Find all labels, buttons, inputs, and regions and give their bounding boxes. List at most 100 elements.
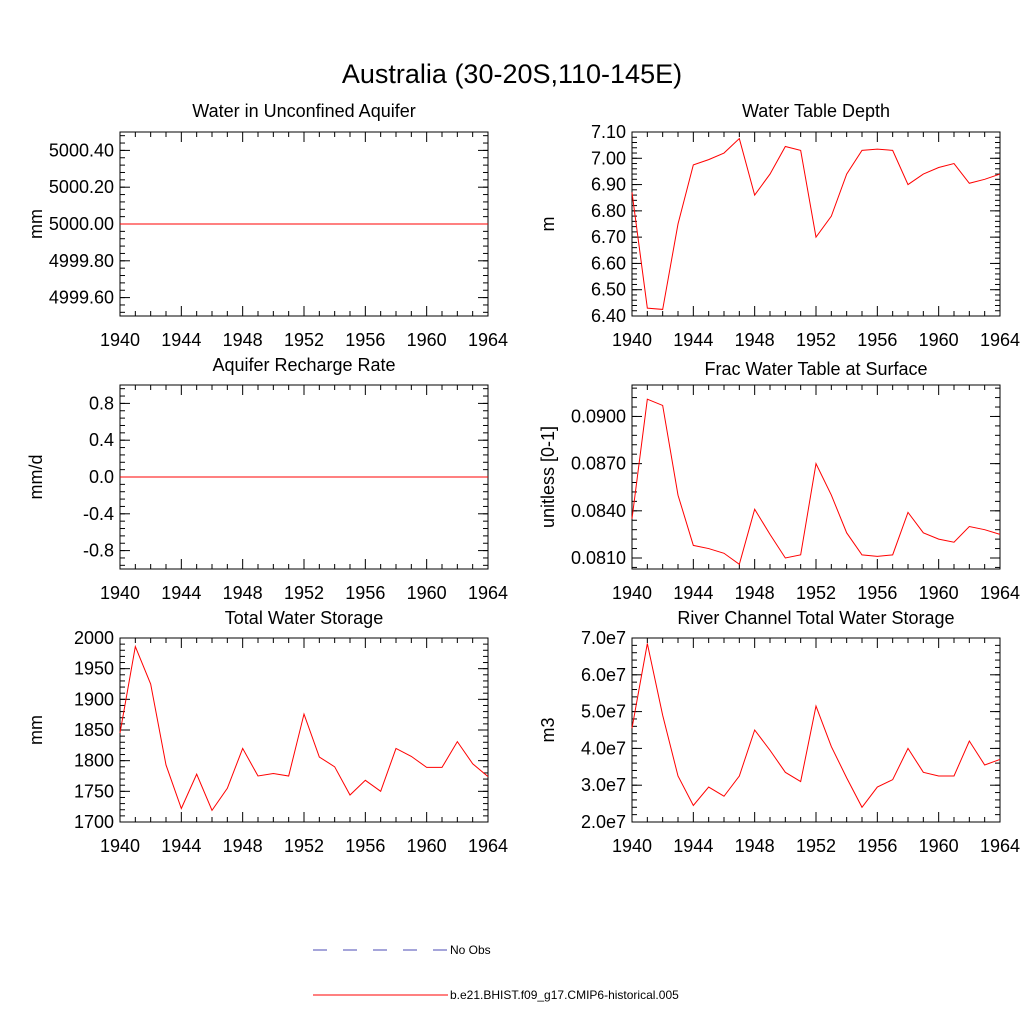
x-tick-label: 1948: [223, 330, 263, 350]
x-tick-label: 1964: [980, 330, 1020, 350]
x-tick-label: 1964: [980, 836, 1020, 856]
chart-panel: Frac Water Table at Surface 1940 1944 1948 1…: [538, 359, 1020, 603]
x-tick-label: 1956: [345, 330, 385, 350]
x-tick-label: 1960: [407, 330, 447, 350]
panel-title: River Channel Total Water Storage: [677, 608, 954, 628]
y-tick-label: 1900: [74, 689, 114, 709]
y-tick-label: 0.0900: [571, 406, 626, 426]
x-tick-label: 1960: [919, 330, 959, 350]
x-tick-label: 1948: [735, 836, 775, 856]
chart-panel: Water in Unconfined Aquifer 1940 1944 1948 1…: [26, 101, 508, 350]
x-tick-label: 1948: [223, 836, 263, 856]
y-tick-label: 1700: [74, 812, 114, 832]
chart-panel: Water Table Depth 1940 1944 1948 1952 1956 196…: [538, 101, 1020, 350]
y-tick-label: 6.60: [591, 253, 626, 273]
x-tick-label: 1964: [468, 583, 508, 603]
panel-title: Frac Water Table at Surface: [704, 359, 927, 379]
series-line: [119, 644, 489, 812]
x-tick-label: 1940: [100, 330, 140, 350]
y-tick-label: 0.4: [89, 430, 114, 450]
x-tick-label: 1944: [161, 836, 201, 856]
y-tick-label: 1800: [74, 751, 114, 771]
y-axis-label: m: [538, 217, 558, 232]
x-tick-label: 1964: [468, 330, 508, 350]
x-tick-label: 1960: [407, 836, 447, 856]
panel-title: Total Water Storage: [225, 608, 383, 628]
x-tick-label: 1944: [161, 330, 201, 350]
panel-title: Water Table Depth: [742, 101, 890, 121]
y-tick-label: 7.10: [591, 122, 626, 142]
y-tick-label: 4999.80: [49, 251, 114, 271]
y-tick-label: 2000: [74, 628, 114, 648]
x-tick-label: 1960: [919, 583, 959, 603]
x-tick-label: 1952: [796, 330, 836, 350]
x-tick-label: 1960: [919, 836, 959, 856]
x-tick-label: 1948: [735, 330, 775, 350]
x-tick-label: 1956: [345, 583, 385, 603]
y-tick-label: 0.0840: [571, 501, 626, 521]
x-tick-label: 1940: [612, 836, 652, 856]
y-tick-label: 2.0e7: [581, 812, 626, 832]
y-axis-label: unitless [0-1]: [538, 426, 558, 528]
y-tick-label: 0.0: [89, 467, 114, 487]
chart-panel: River Channel Total Water Storage 1940 194…: [538, 608, 1020, 856]
x-tick-label: 1956: [345, 836, 385, 856]
y-tick-label: 7.0e7: [581, 628, 626, 648]
panel-title: Aquifer Recharge Rate: [212, 355, 395, 375]
x-tick-label: 1940: [612, 583, 652, 603]
x-tick-label: 1952: [796, 583, 836, 603]
panels-group: Water in Unconfined Aquifer 1940 1944 1948 1…: [26, 101, 1020, 856]
series-line: [631, 643, 1001, 809]
y-axis-label: mm: [26, 209, 46, 239]
x-tick-label: 1948: [735, 583, 775, 603]
legend-label-model: b.e21.BHIST.f09_g17.CMIP6-historical.005: [450, 988, 679, 1002]
chart-panel: Total Water Storage 1940 1944 1948 1952 1956 1…: [26, 608, 508, 856]
x-tick-label: 1956: [857, 836, 897, 856]
y-tick-label: 5000.40: [49, 140, 114, 160]
y-axis-label: mm/d: [26, 455, 46, 500]
x-tick-label: 1952: [284, 836, 324, 856]
x-tick-label: 1940: [100, 583, 140, 603]
x-tick-label: 1940: [100, 836, 140, 856]
y-tick-label: 6.90: [591, 175, 626, 195]
plot-frame: [631, 131, 1001, 317]
x-tick-label: 1964: [468, 836, 508, 856]
y-tick-label: 6.0e7: [581, 665, 626, 685]
y-tick-label: 7.00: [591, 148, 626, 168]
y-tick-label: 1750: [74, 781, 114, 801]
x-tick-label: 1944: [673, 583, 713, 603]
series-line: [631, 137, 1001, 310]
y-tick-label: 5000.20: [49, 177, 114, 197]
y-tick-label: -0.4: [83, 504, 114, 524]
y-tick-label: 1950: [74, 659, 114, 679]
y-tick-label: 5.0e7: [581, 702, 626, 722]
y-tick-label: 4.0e7: [581, 738, 626, 758]
y-tick-label: 5000.00: [49, 214, 114, 234]
y-tick-label: 0.0810: [571, 548, 626, 568]
x-tick-label: 1960: [407, 583, 447, 603]
x-tick-label: 1940: [612, 330, 652, 350]
x-tick-label: 1964: [980, 583, 1020, 603]
figure-title: Australia (30-20S,110-145E): [342, 59, 682, 89]
plot-frame: [631, 384, 1001, 570]
y-tick-label: -0.8: [83, 541, 114, 561]
legend-label-no-obs: No Obs: [450, 943, 491, 957]
plot-frame: [119, 637, 489, 823]
series-line: [631, 398, 1001, 566]
y-tick-label: 4999.60: [49, 288, 114, 308]
y-tick-label: 6.50: [591, 280, 626, 300]
chart-panel: Aquifer Recharge Rate 1940 1944 1948 1952 195…: [26, 355, 508, 603]
y-tick-label: 3.0e7: [581, 775, 626, 795]
x-tick-label: 1948: [223, 583, 263, 603]
y-tick-label: 6.80: [591, 201, 626, 221]
panel-title: Water in Unconfined Aquifer: [192, 101, 415, 121]
y-tick-label: 0.8: [89, 393, 114, 413]
y-tick-label: 6.40: [591, 306, 626, 326]
x-tick-label: 1956: [857, 330, 897, 350]
x-tick-label: 1952: [796, 836, 836, 856]
legend: No Obs b.e21.BHIST.f09_g17.CMIP6-historic…: [313, 943, 679, 1002]
y-axis-label: m3: [538, 717, 558, 742]
y-axis-label: mm: [26, 715, 46, 745]
x-tick-label: 1944: [673, 836, 713, 856]
